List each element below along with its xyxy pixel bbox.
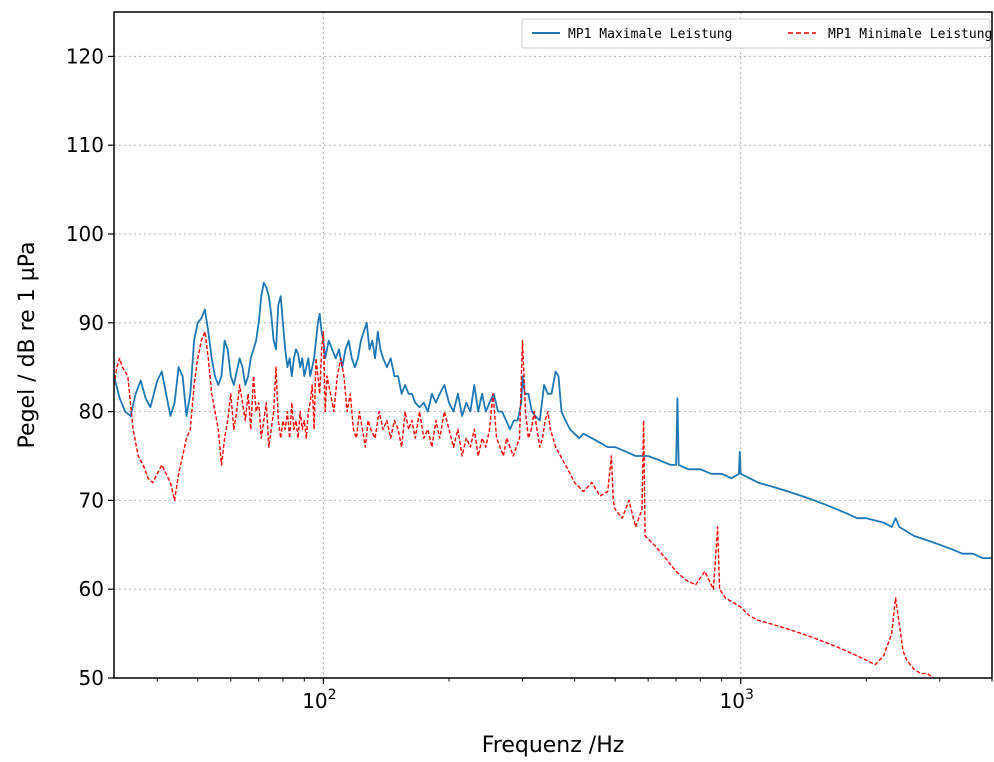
y-tick-label: 100: [66, 222, 104, 246]
series-line-min: [114, 331, 935, 678]
x-axis: 102 103: [156, 678, 993, 713]
y-tick-label: 110: [66, 133, 104, 157]
y-tick-label: 70: [79, 488, 104, 512]
legend[interactable]: MP1 Maximale Leistung MP1 Minimale Leist…: [521, 18, 992, 49]
x-tick-label: 103: [720, 687, 754, 713]
y-axis-label: Pegel / dB re 1 µPa: [15, 242, 40, 449]
plot-area: [114, 281, 992, 678]
y-tick-label: 90: [79, 311, 104, 335]
grid: [114, 12, 992, 678]
legend-label-min: MP1 Minimale Leistung: [828, 27, 992, 42]
y-tick-label: 120: [66, 44, 104, 68]
y-axis: 50 60 70 80 90 100 110 120: [66, 44, 114, 690]
y-tick-label: 50: [79, 666, 104, 690]
x-axis-label: Frequenz /Hz: [482, 733, 625, 758]
legend-box: [521, 18, 991, 49]
series-line-max: [114, 281, 992, 559]
x-tick-label: 102: [302, 687, 336, 713]
plot-frame: [113, 11, 993, 679]
legend-label-max: MP1 Maximale Leistung: [568, 27, 732, 42]
y-tick-label: 60: [79, 577, 104, 601]
y-tick-label: 80: [79, 400, 104, 424]
